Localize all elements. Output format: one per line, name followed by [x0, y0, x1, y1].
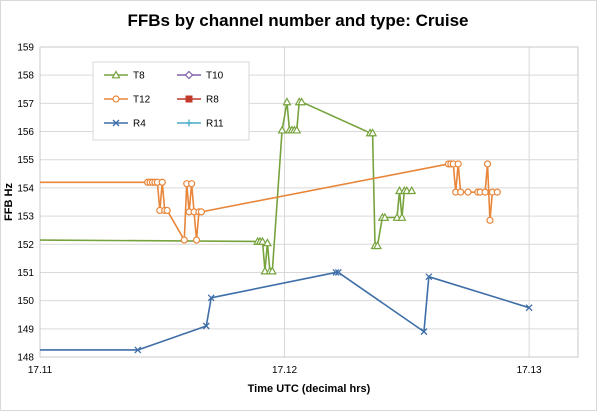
series-line-t12 [40, 163, 498, 241]
legend-item-r8: R8 [177, 95, 219, 106]
legend-marker-r4 [112, 119, 120, 127]
x-axis-title: Time UTC (decimal hrs) [248, 383, 371, 395]
y-tick-label: 152 [17, 240, 34, 251]
data-point-r4 [207, 294, 215, 302]
legend-marker-t12 [112, 95, 120, 103]
y-tick-label: 148 [17, 353, 34, 364]
data-point-t8 [297, 97, 307, 106]
legend-label: R8 [206, 95, 219, 106]
data-point-t8 [368, 128, 378, 137]
legend-marker-t10 [184, 70, 194, 80]
data-point-t8 [282, 97, 292, 106]
y-tick-label: 157 [17, 99, 34, 110]
x-tick-label: 17.11 [28, 365, 53, 376]
legend-label: R4 [133, 119, 146, 130]
data-point-r4 [425, 273, 433, 281]
y-tick-label: 159 [17, 43, 34, 54]
plot-area [39, 46, 579, 358]
data-point-t12 [180, 236, 188, 244]
data-point-t12 [457, 188, 465, 196]
legend-marker-r8 [185, 95, 193, 103]
data-point-t8 [277, 125, 287, 134]
y-tick-label: 158 [17, 71, 34, 82]
data-point-t8 [397, 212, 407, 221]
y-tick-label: 153 [17, 212, 34, 223]
data-point-t12 [481, 188, 489, 196]
legend-marker-t8 [111, 70, 121, 79]
data-point-t12 [464, 188, 472, 196]
data-point-t12 [454, 160, 462, 168]
legend-label: T12 [133, 95, 151, 106]
data-point-t8 [267, 266, 277, 275]
legend-item-t10: T10 [177, 71, 224, 82]
legend-label: T8 [133, 71, 145, 82]
data-point-r4 [332, 268, 340, 276]
x-tick-label: 17.13 [517, 365, 542, 376]
legend-item-r4: R4 [104, 119, 146, 130]
data-point-t12 [188, 180, 196, 188]
legend-label: R11 [206, 119, 224, 130]
legend-label: T10 [206, 71, 224, 82]
data-point-t8 [292, 125, 302, 134]
y-tick-label: 149 [17, 324, 34, 335]
x-tick-label: 17.12 [272, 365, 297, 376]
data-point-t12 [483, 160, 492, 168]
y-tick-label: 150 [17, 296, 34, 307]
data-point-r4 [334, 268, 342, 276]
legend: T8 T10 T12 R8 R4 R11 [92, 61, 250, 141]
data-point-t12 [197, 208, 205, 216]
data-point-r4 [420, 328, 428, 336]
data-point-t8 [372, 240, 382, 250]
data-point-r4 [525, 304, 533, 312]
data-point-t8 [258, 236, 268, 245]
data-point-t12 [486, 216, 494, 224]
data-point-t8 [407, 185, 417, 195]
data-point-r4 [202, 322, 210, 330]
legend-item-r11: R11 [177, 119, 224, 130]
y-axis-title: FFB Hz [3, 183, 15, 221]
y-tick-label: 154 [17, 183, 34, 194]
data-point-t12 [493, 188, 501, 196]
series-line-t8 [39, 101, 412, 272]
legend-item-t8: T8 [104, 70, 145, 82]
data-point-t12 [158, 178, 166, 186]
y-tick-label: 156 [17, 127, 34, 138]
data-point-t12 [163, 206, 171, 215]
data-point-r4 [134, 346, 142, 354]
data-point-t8 [380, 212, 390, 221]
y-tick-label: 155 [17, 155, 34, 166]
data-point-t12 [192, 236, 201, 244]
chart-title: FFBs by channel number and type: Cruise [127, 11, 468, 30]
data-point-t8 [262, 238, 272, 247]
y-tick-label: 151 [17, 268, 34, 279]
legend-marker-r11 [185, 119, 193, 127]
legend-item-t12: T12 [104, 95, 151, 106]
